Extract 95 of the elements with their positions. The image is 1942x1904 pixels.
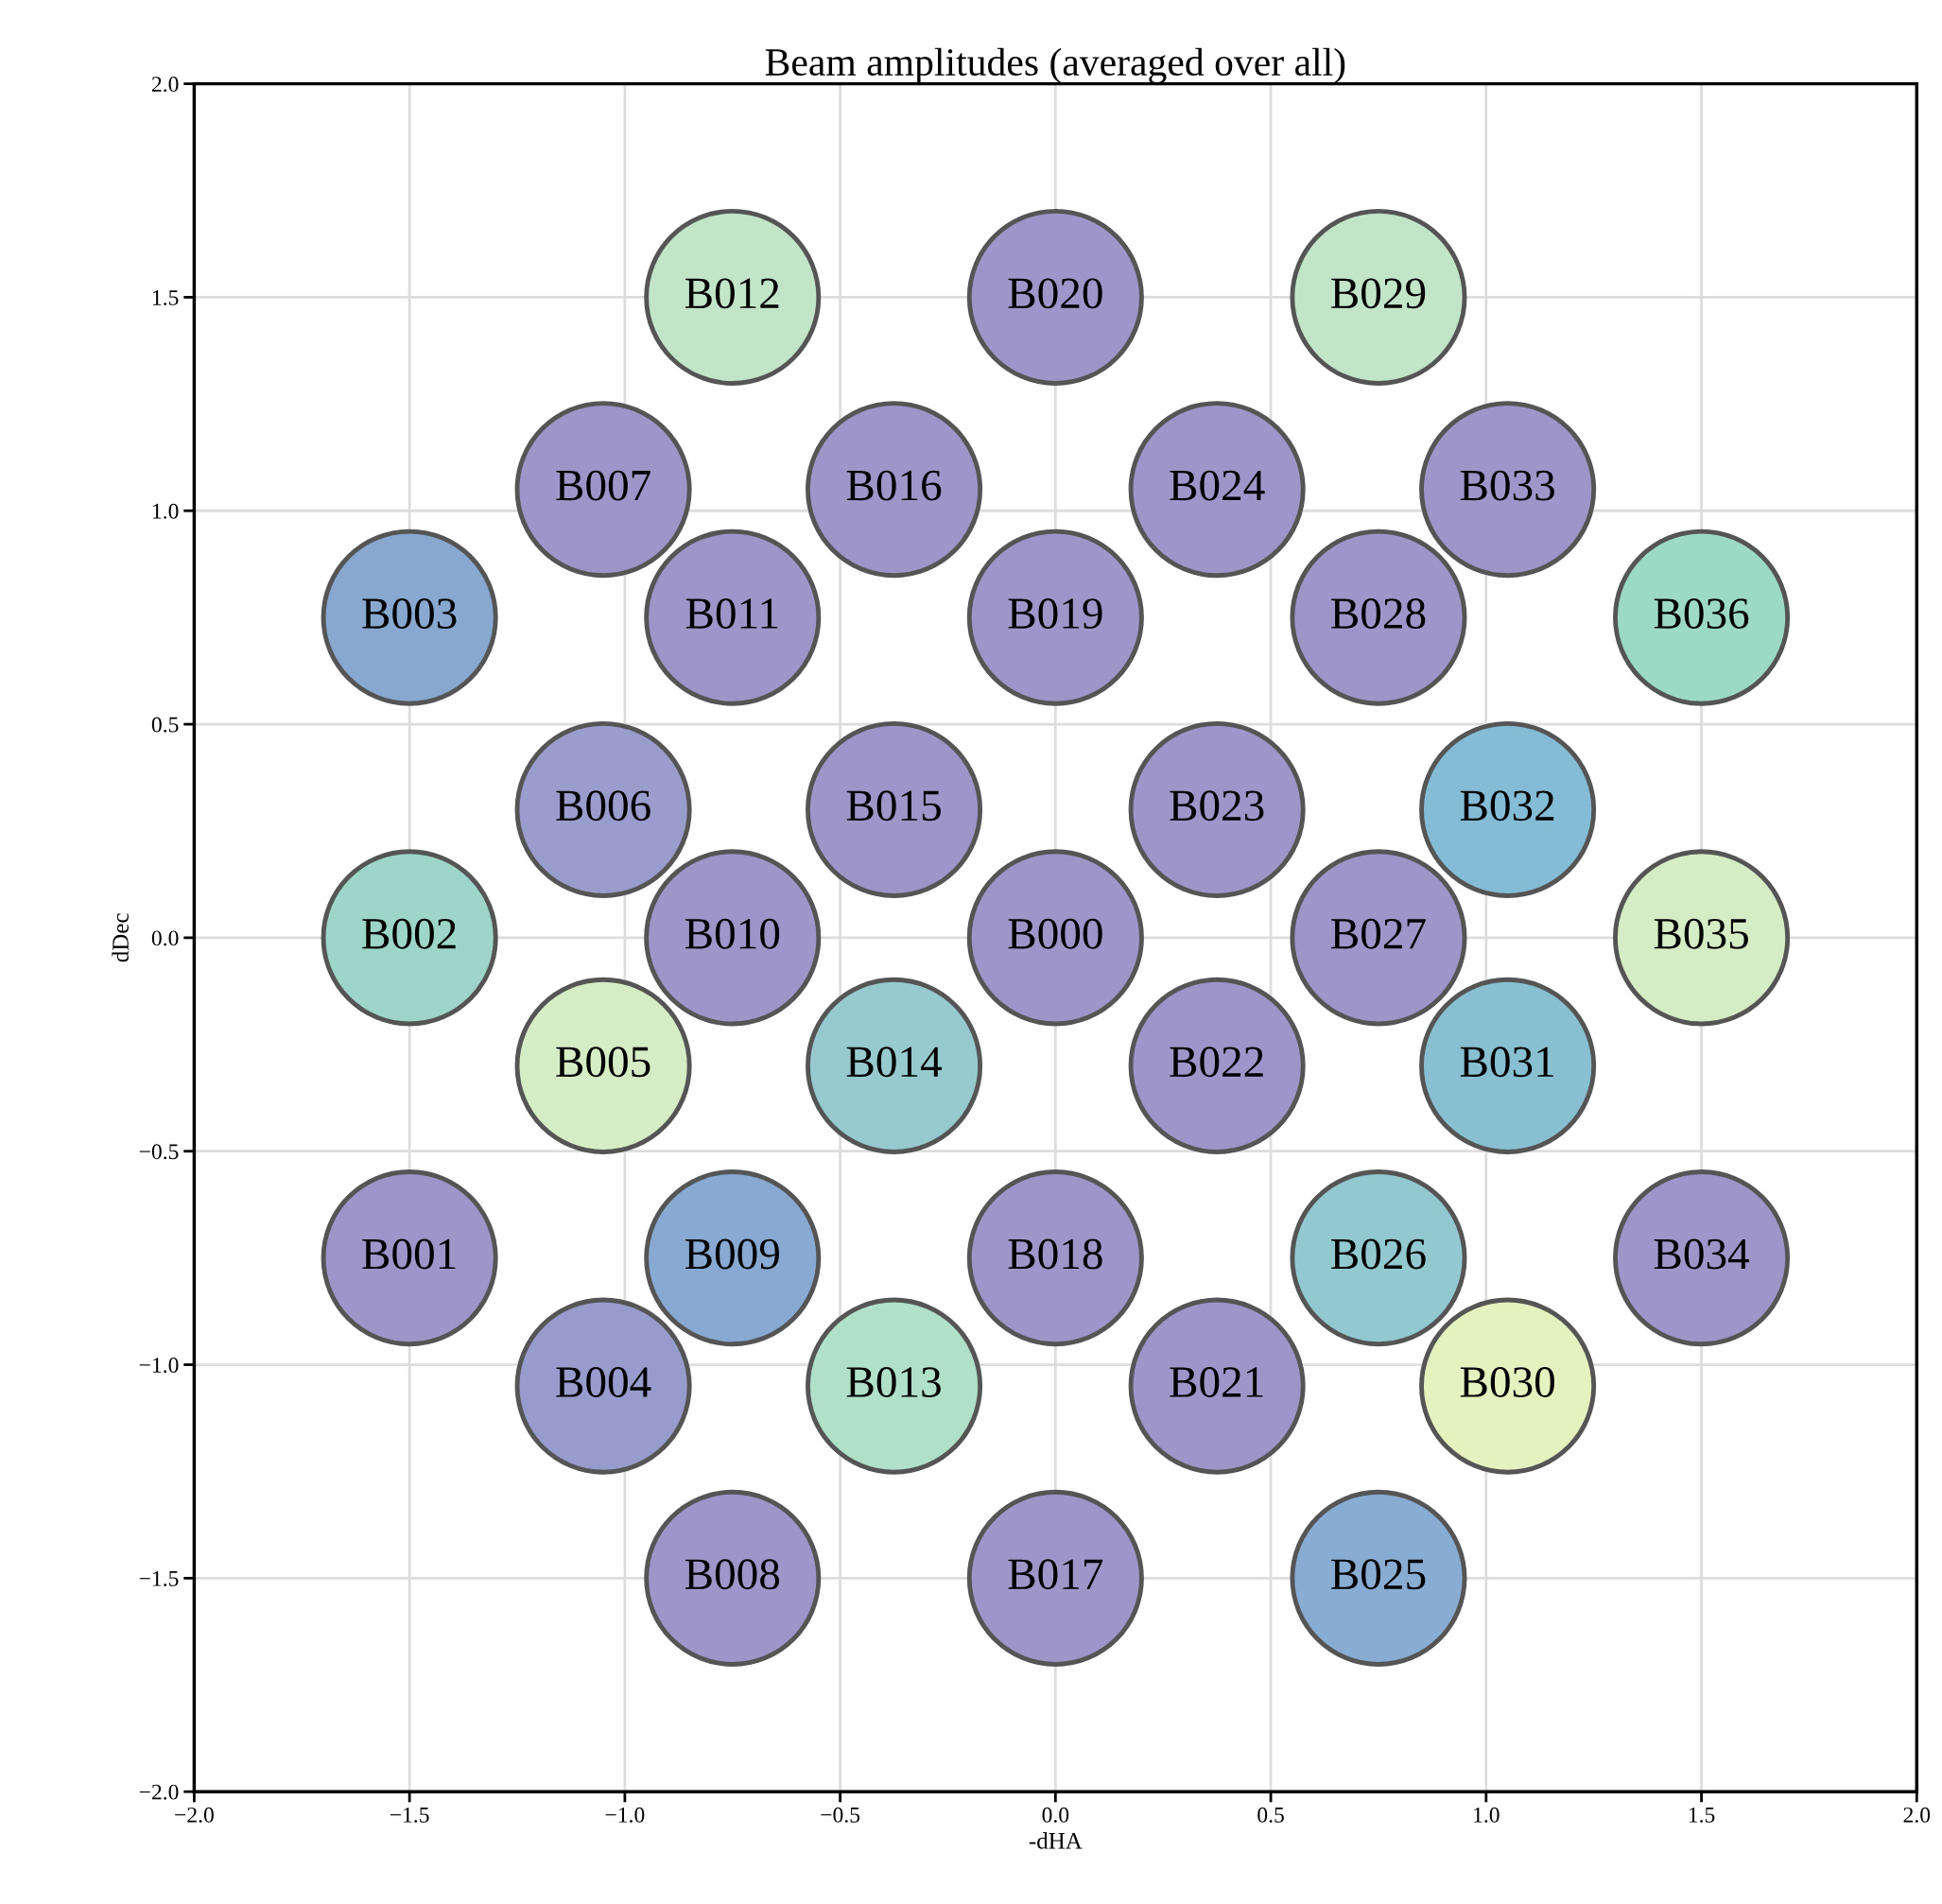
annotation: B027 [1331,918,1426,949]
y-tick-label: −2.0 [139,1784,179,1800]
y-tick-label: −1.0 [139,1358,179,1374]
annotation: B026 [1331,1238,1426,1270]
point [966,849,1144,1027]
point [514,720,692,898]
y-axis-title: dDec [112,913,129,962]
annotation: B011 [685,598,778,629]
point [1128,977,1306,1154]
y-tick-label: 0.0 [151,930,179,946]
x-tick-label: 0.5 [1257,1807,1284,1823]
annotation: B010 [685,918,780,949]
x-tick-label: 1.0 [1474,1807,1500,1823]
point [1290,208,1467,386]
y-tick-label: 2.0 [151,77,179,93]
annotation: B006 [556,790,650,822]
point [1613,528,1791,706]
annotation: B002 [362,918,456,949]
point [644,208,822,386]
annotation: B005 [556,1047,650,1078]
annotation: B034 [1654,1238,1749,1270]
annotation: B001 [362,1238,456,1270]
annotation: B016 [846,470,942,501]
point [806,977,983,1154]
y-tick-label: 1.5 [152,290,179,305]
annotation: B031 [1460,1047,1553,1078]
point [1128,401,1306,579]
point [806,720,983,898]
y-tick-label: −0.5 [139,1144,179,1160]
point [1290,849,1467,1027]
point [1419,1297,1597,1475]
point [644,1169,822,1347]
annotation: B029 [1331,278,1426,309]
annotation: B032 [1460,790,1554,822]
annotation: B018 [1008,1238,1102,1270]
point [966,528,1144,706]
annotation: B024 [1170,470,1265,501]
point [966,208,1144,386]
annotation: B007 [556,470,650,501]
point [1290,1169,1467,1347]
annotation: B003 [362,598,457,629]
annotation: B009 [685,1238,779,1270]
point [1419,720,1597,898]
annotation: B020 [1008,278,1102,309]
annotation: B025 [1331,1559,1426,1590]
annotation: B033 [1460,470,1554,501]
x-tick-label: −0.5 [821,1807,860,1823]
y-tick-label: −1.5 [139,1570,179,1586]
y-tick-label: 1.0 [152,503,179,519]
annotation: B019 [1008,598,1102,629]
point [644,1489,822,1667]
point [514,977,692,1154]
x-tick-label: −1.0 [605,1807,645,1823]
point [1613,849,1791,1027]
annotation: B023 [1170,790,1264,822]
annotation: B000 [1008,918,1102,949]
point [321,1169,498,1347]
point [1419,977,1597,1154]
y-tick-label: 0.5 [151,717,179,733]
annotation: B015 [846,790,941,822]
point [321,849,498,1027]
annotation: B017 [1008,1559,1103,1590]
point [1419,401,1597,579]
annotation: B013 [846,1367,941,1397]
annotation: B021 [1170,1367,1263,1397]
point [806,401,983,579]
annotation: B035 [1654,918,1748,949]
x-tick-label: −2.0 [175,1807,214,1823]
point [1128,720,1306,898]
point [1290,528,1467,706]
point [966,1489,1144,1667]
x-tick-label: 0.0 [1042,1807,1069,1823]
annotation: B028 [1331,598,1426,629]
x-tick-label: −1.5 [390,1807,429,1823]
annotation: B012 [685,278,779,309]
point [644,849,822,1027]
point [514,1297,692,1475]
point [321,528,498,706]
x-tick-label: 2.0 [1903,1807,1931,1823]
point [1613,1169,1791,1347]
point [644,528,822,706]
annotation: B030 [1460,1367,1554,1397]
point [1290,1489,1467,1667]
annotation: B022 [1170,1047,1263,1078]
point [1128,1297,1306,1475]
point [806,1297,983,1475]
point [966,1169,1144,1347]
point [514,401,692,579]
x-axis-title: -dHA [1029,1832,1083,1849]
x-tick-label: 1.5 [1689,1807,1715,1823]
annotation: B004 [556,1367,651,1397]
chart-title: Beam amplitudes (averaged over all) [765,47,1345,84]
annotation: B014 [846,1047,942,1078]
annotation: B036 [1654,598,1749,629]
annotation: B008 [685,1559,780,1590]
